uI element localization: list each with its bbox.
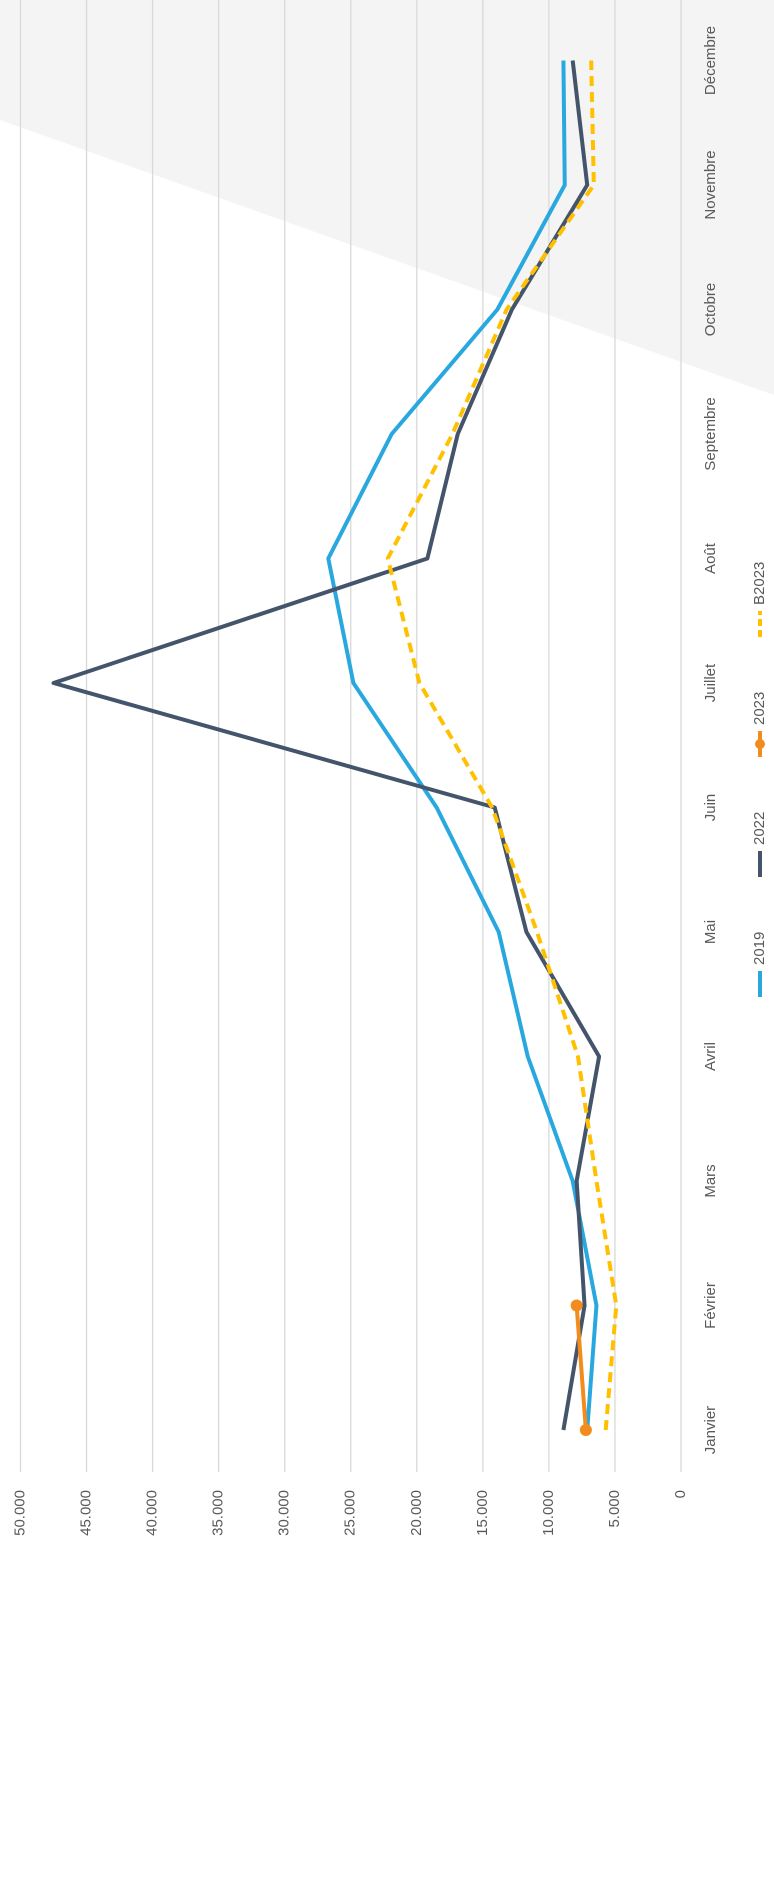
y-tick-label: 45.000 (78, 1490, 95, 1536)
y-tick-label: 40.000 (144, 1490, 161, 1536)
y-tick-label: 5.000 (606, 1490, 623, 1528)
legend-label: 2022 (751, 812, 768, 845)
y-tick-label: 35.000 (210, 1490, 227, 1536)
legend-label: B2023 (751, 562, 768, 605)
x-tick-label: Septembre (702, 397, 719, 470)
y-tick-label: 30.000 (276, 1490, 293, 1536)
y-tick-label: 0 (672, 1490, 689, 1498)
x-tick-label: Mai (702, 920, 719, 944)
x-tick-label: Juillet (702, 663, 719, 702)
y-tick-label: 25.000 (342, 1490, 359, 1536)
background-shape (0, 0, 774, 395)
y-tick-label: 15.000 (474, 1490, 491, 1536)
x-tick-label: Février (702, 1282, 719, 1329)
legend-marker (755, 739, 765, 749)
x-tick-label: Janvier (702, 1406, 719, 1454)
y-tick-label: 20.000 (408, 1490, 425, 1536)
x-tick-label: Août (702, 542, 719, 574)
x-tick-label: Octobre (702, 283, 719, 336)
x-tick-label: Avril (702, 1042, 719, 1071)
x-tick-label: Novembre (702, 150, 719, 219)
line-series (574, 1305, 588, 1431)
point (570, 1299, 583, 1312)
point (579, 1424, 592, 1436)
y-tick-label: 10.000 (540, 1490, 557, 1536)
y-tick-label: 50.000 (11, 1490, 28, 1536)
legend-label: 2019 (751, 932, 768, 965)
line-series (51, 60, 602, 1431)
legend-label: 2023 (751, 692, 768, 725)
line-series (385, 60, 619, 1431)
x-tick-label: Mars (702, 1164, 719, 1197)
plot: 0 5.000 10.000 15.000 20.000 25.000 30.000 35.0… (11, 0, 768, 1536)
x-tick-label: Juin (702, 794, 719, 822)
x-tick-label: Décembre (702, 26, 719, 95)
